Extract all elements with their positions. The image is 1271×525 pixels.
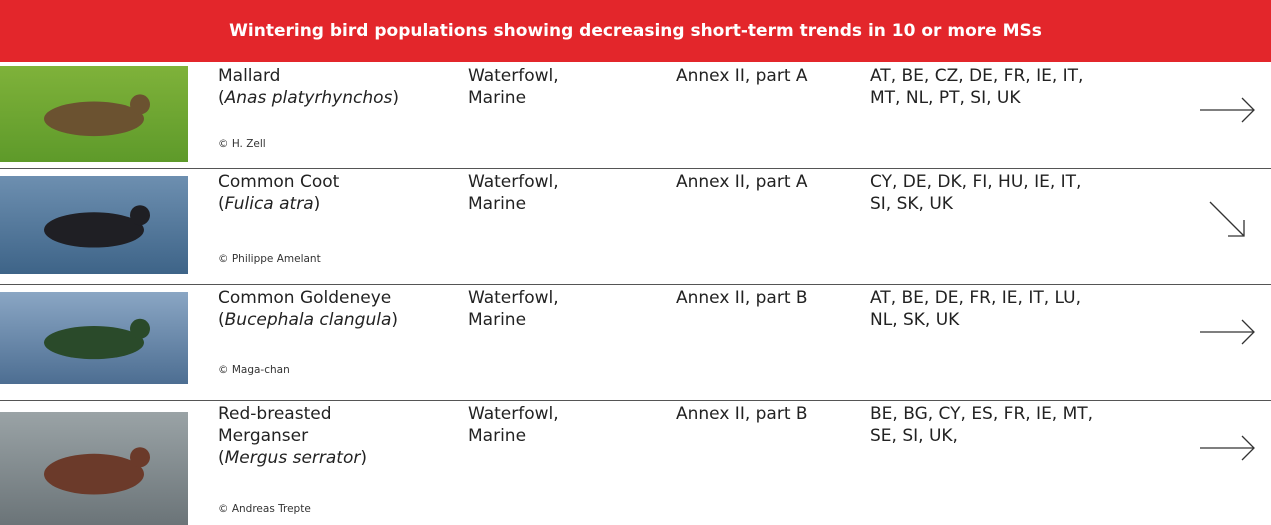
scientific-part: (: [218, 194, 225, 214]
habitat-line: Waterfowl,: [468, 287, 559, 309]
habitat-line: Marine: [468, 425, 559, 447]
annex: Annex II, part B: [676, 287, 808, 309]
habitat-line: Waterfowl,: [468, 171, 559, 193]
common-name: Common Goldeneye: [218, 287, 398, 309]
scientific-part: ): [314, 194, 321, 214]
bird-body: [44, 454, 144, 495]
species-name: Common Coot(Fulica atra): [218, 171, 339, 215]
countries-line: SI, SK, UK: [870, 193, 1081, 215]
habitat: Waterfowl,Marine: [468, 403, 559, 447]
bird-head: [130, 447, 150, 467]
bird-photo: [0, 292, 188, 384]
scientific-part: ): [360, 448, 367, 468]
photo-credit: © Maga-chan: [218, 364, 290, 376]
species-name: Common Goldeneye(Bucephala clangula): [218, 287, 398, 331]
annex: Annex II, part A: [676, 65, 808, 87]
bird-photo: [0, 176, 188, 274]
row-separator: [0, 168, 1271, 169]
countries-line: SE, SI, UK,: [870, 425, 1093, 447]
countries: AT, BE, DE, FR, IE, IT, LU,NL, SK, UK: [870, 287, 1081, 331]
habitat-line: Marine: [468, 193, 559, 215]
scientific-part: Bucephala clangula: [225, 310, 392, 330]
scientific-name: (Anas platyrhynchos): [218, 87, 399, 109]
photo-credit: © H. Zell: [218, 138, 266, 150]
bird-photo: [0, 66, 188, 162]
common-name: Red-breasted: [218, 403, 367, 425]
common-name: Mallard: [218, 65, 399, 87]
habitat-line: Marine: [468, 309, 559, 331]
bird-head: [130, 319, 150, 339]
common-name: Merganser: [218, 425, 367, 447]
trend-arrow: [1198, 190, 1258, 240]
bird-body: [44, 212, 144, 247]
row-separator: [0, 284, 1271, 285]
scientific-part: Fulica atra: [225, 194, 314, 214]
scientific-part: (: [218, 448, 225, 468]
bird-body: [44, 102, 144, 137]
countries-line: NL, SK, UK: [870, 309, 1081, 331]
trend-arrow: [1198, 306, 1258, 356]
bird-body: [44, 326, 144, 359]
bird-head: [130, 94, 150, 114]
habitat: Waterfowl,Marine: [468, 171, 559, 215]
scientific-part: ): [391, 310, 398, 330]
countries: CY, DE, DK, FI, HU, IE, IT,SI, SK, UK: [870, 171, 1081, 215]
species-name: Mallard(Anas platyrhynchos): [218, 65, 399, 109]
trend-arrow: [1198, 422, 1258, 472]
countries: BE, BG, CY, ES, FR, IE, MT,SE, SI, UK,: [870, 403, 1093, 447]
scientific-name: (Fulica atra): [218, 193, 339, 215]
scientific-part: ): [392, 88, 399, 108]
photo-credit: © Andreas Trepte: [218, 503, 311, 515]
scientific-name: (Bucephala clangula): [218, 309, 398, 331]
scientific-part: Mergus serrator: [225, 448, 361, 468]
table-title: Wintering bird populations showing decre…: [0, 0, 1271, 62]
page: Wintering bird populations showing decre…: [0, 0, 1271, 525]
countries: AT, BE, CZ, DE, FR, IE, IT,MT, NL, PT, S…: [870, 65, 1083, 109]
scientific-part: (: [218, 310, 225, 330]
photo-credit: © Philippe Amelant: [218, 253, 321, 265]
bird-photo: [0, 412, 188, 525]
arrow-line: [1210, 202, 1244, 236]
countries-line: MT, NL, PT, SI, UK: [870, 87, 1083, 109]
habitat-line: Waterfowl,: [468, 403, 559, 425]
countries-line: CY, DE, DK, FI, HU, IE, IT,: [870, 171, 1081, 193]
row-separator: [0, 400, 1271, 401]
habitat: Waterfowl,Marine: [468, 65, 559, 109]
scientific-name: (Mergus serrator): [218, 447, 367, 469]
trend-arrow: [1198, 84, 1258, 134]
scientific-part: (: [218, 88, 225, 108]
scientific-part: Anas platyrhynchos: [225, 88, 393, 108]
bird-head: [130, 205, 150, 225]
annex: Annex II, part B: [676, 403, 808, 425]
countries-line: AT, BE, DE, FR, IE, IT, LU,: [870, 287, 1081, 309]
countries-line: BE, BG, CY, ES, FR, IE, MT,: [870, 403, 1093, 425]
habitat: Waterfowl,Marine: [468, 287, 559, 331]
common-name: Common Coot: [218, 171, 339, 193]
countries-line: AT, BE, CZ, DE, FR, IE, IT,: [870, 65, 1083, 87]
habitat-line: Waterfowl,: [468, 65, 559, 87]
annex: Annex II, part A: [676, 171, 808, 193]
habitat-line: Marine: [468, 87, 559, 109]
